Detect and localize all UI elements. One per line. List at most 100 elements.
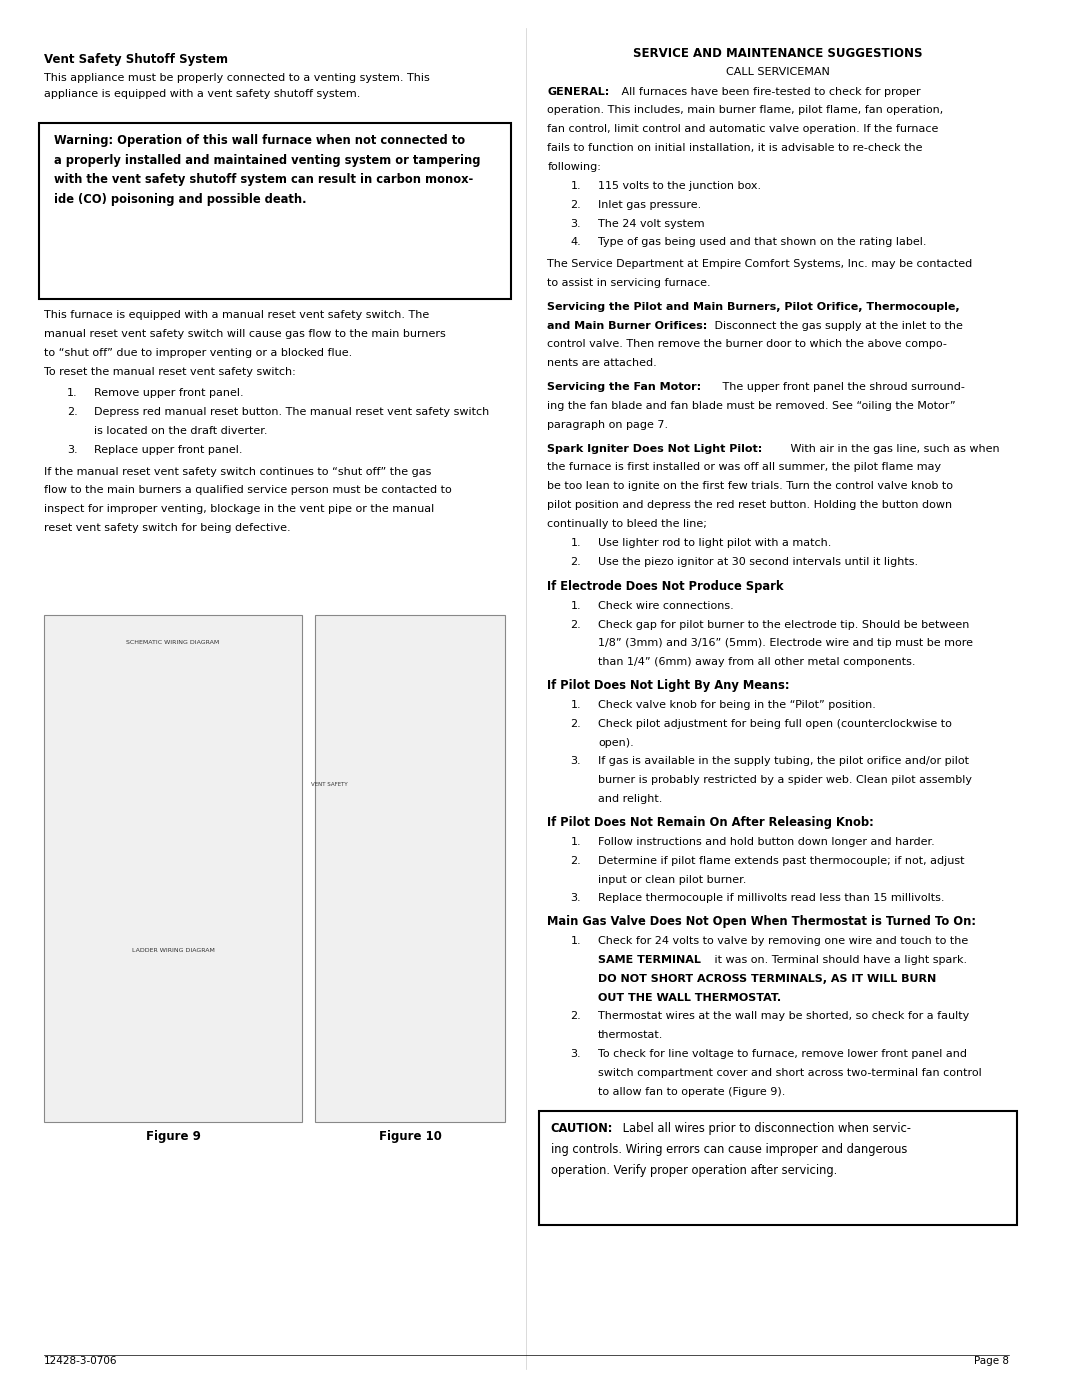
Text: 2.: 2. <box>570 718 581 729</box>
Text: to allow fan to operate (Figure 9).: to allow fan to operate (Figure 9). <box>598 1087 785 1097</box>
Text: is located on the draft diverter.: is located on the draft diverter. <box>94 426 268 436</box>
Text: 2.: 2. <box>570 1011 581 1021</box>
Text: be too lean to ignite on the first few trials. Turn the control valve knob to: be too lean to ignite on the first few t… <box>548 481 954 492</box>
Text: This appliance must be properly connected to a venting system. This: This appliance must be properly connecte… <box>44 73 430 82</box>
Text: If the manual reset vent safety switch continues to “shut off” the gas: If the manual reset vent safety switch c… <box>44 467 431 476</box>
Text: operation. This includes, main burner flame, pilot flame, fan operation,: operation. This includes, main burner fl… <box>548 106 944 116</box>
Text: manual reset vent safety switch will cause gas flow to the main burners: manual reset vent safety switch will cau… <box>44 328 446 339</box>
Text: fails to function on initial installation, it is advisable to re-check the: fails to function on initial installatio… <box>548 142 923 154</box>
Text: To reset the manual reset vent safety switch:: To reset the manual reset vent safety sw… <box>44 366 296 377</box>
Text: 3.: 3. <box>570 1049 581 1059</box>
Text: If gas is available in the supply tubing, the pilot orifice and/or pilot: If gas is available in the supply tubing… <box>598 756 969 767</box>
Text: 2.: 2. <box>570 619 581 630</box>
Text: Disconnect the gas supply at the inlet to the: Disconnect the gas supply at the inlet t… <box>711 320 962 331</box>
Text: LADDER WIRING DIAGRAM: LADDER WIRING DIAGRAM <box>132 949 215 953</box>
Text: Page 8: Page 8 <box>974 1356 1009 1366</box>
Text: 1.: 1. <box>570 538 581 548</box>
Text: Vent Safety Shutoff System: Vent Safety Shutoff System <box>44 53 228 66</box>
Text: it was on. Terminal should have a light spark.: it was on. Terminal should have a light … <box>711 954 967 965</box>
Text: Inlet gas pressure.: Inlet gas pressure. <box>598 200 701 210</box>
Text: 3.: 3. <box>570 218 581 229</box>
Text: 3.: 3. <box>67 444 78 455</box>
Text: Check pilot adjustment for being full open (counterclockwise to: Check pilot adjustment for being full op… <box>598 718 951 729</box>
Text: Check for 24 volts to valve by removing one wire and touch to the: Check for 24 volts to valve by removing … <box>598 936 968 946</box>
Text: flow to the main burners a qualified service person must be contacted to: flow to the main burners a qualified ser… <box>44 485 451 496</box>
Text: to “shut off” due to improper venting or a blocked flue.: to “shut off” due to improper venting or… <box>44 348 352 358</box>
Text: pilot position and depress the red reset button. Holding the button down: pilot position and depress the red reset… <box>548 500 953 510</box>
Text: CAUTION:: CAUTION: <box>551 1122 613 1134</box>
Text: 2.: 2. <box>570 855 581 866</box>
Text: SAME TERMINAL: SAME TERMINAL <box>598 954 701 965</box>
Text: Main Gas Valve Does Not Open When Thermostat is Turned To On:: Main Gas Valve Does Not Open When Thermo… <box>548 915 976 928</box>
FancyBboxPatch shape <box>315 615 505 1122</box>
Text: 1.: 1. <box>570 180 581 191</box>
Text: ide (CO) poisoning and possible death.: ide (CO) poisoning and possible death. <box>54 193 307 205</box>
Text: 2.: 2. <box>570 200 581 210</box>
Text: This furnace is equipped with a manual reset vent safety switch. The: This furnace is equipped with a manual r… <box>44 310 429 320</box>
Text: than 1/4” (6mm) away from all other metal components.: than 1/4” (6mm) away from all other meta… <box>598 657 916 668</box>
Text: The Service Department at Empire Comfort Systems, Inc. may be contacted: The Service Department at Empire Comfort… <box>548 258 973 270</box>
Text: 1.: 1. <box>570 700 581 710</box>
Text: fan control, limit control and automatic valve operation. If the furnace: fan control, limit control and automatic… <box>548 124 939 134</box>
Text: control valve. Then remove the burner door to which the above compo-: control valve. Then remove the burner do… <box>548 339 947 349</box>
Text: 1.: 1. <box>570 936 581 946</box>
Text: inspect for improper venting, blockage in the vent pipe or the manual: inspect for improper venting, blockage i… <box>44 504 434 514</box>
Text: OUT THE WALL THERMOSTAT.: OUT THE WALL THERMOSTAT. <box>598 992 781 1003</box>
Text: the furnace is first installed or was off all summer, the pilot flame may: the furnace is first installed or was of… <box>548 462 942 472</box>
Text: open).: open). <box>598 738 634 747</box>
Text: SCHEMATIC WIRING DIAGRAM: SCHEMATIC WIRING DIAGRAM <box>126 640 219 645</box>
Text: 1.: 1. <box>570 837 581 847</box>
Text: a properly installed and maintained venting system or tampering: a properly installed and maintained vent… <box>54 154 481 166</box>
Text: continually to bleed the line;: continually to bleed the line; <box>548 518 707 529</box>
Text: With air in the gas line, such as when: With air in the gas line, such as when <box>787 443 1000 454</box>
Text: operation. Verify proper operation after servicing.: operation. Verify proper operation after… <box>551 1164 837 1176</box>
Text: Servicing the Fan Motor:: Servicing the Fan Motor: <box>548 381 702 393</box>
Text: 1.: 1. <box>570 601 581 610</box>
Text: 1/8” (3mm) and 3/16” (5mm). Electrode wire and tip must be more: 1/8” (3mm) and 3/16” (5mm). Electrode wi… <box>598 638 973 648</box>
Text: 115 volts to the junction box.: 115 volts to the junction box. <box>598 180 761 191</box>
Text: switch compartment cover and short across two-terminal fan control: switch compartment cover and short acros… <box>598 1067 982 1078</box>
Text: Servicing the Pilot and Main Burners, Pilot Orifice, Thermocouple,: Servicing the Pilot and Main Burners, Pi… <box>548 302 960 312</box>
Text: ing the fan blade and fan blade must be removed. See “oiling the Motor”: ing the fan blade and fan blade must be … <box>548 401 956 411</box>
Text: 4.: 4. <box>570 237 581 247</box>
Text: Use the piezo ignitor at 30 second intervals until it lights.: Use the piezo ignitor at 30 second inter… <box>598 556 918 567</box>
Text: following:: following: <box>548 162 602 172</box>
Text: Replace thermocouple if millivolts read less than 15 millivolts.: Replace thermocouple if millivolts read … <box>598 893 945 904</box>
Text: and Main Burner Orifices:: and Main Burner Orifices: <box>548 320 707 331</box>
Text: The upper front panel the shroud surround-: The upper front panel the shroud surroun… <box>719 381 964 393</box>
FancyBboxPatch shape <box>539 1111 1017 1225</box>
Text: Warning: Operation of this wall furnace when not connected to: Warning: Operation of this wall furnace … <box>54 134 465 147</box>
Text: Depress red manual reset button. The manual reset vent safety switch: Depress red manual reset button. The man… <box>94 408 489 418</box>
Text: If Pilot Does Not Remain On After Releasing Knob:: If Pilot Does Not Remain On After Releas… <box>548 816 874 828</box>
Text: 3.: 3. <box>570 756 581 767</box>
Text: 2.: 2. <box>570 556 581 567</box>
Text: to assist in servicing furnace.: to assist in servicing furnace. <box>548 278 711 288</box>
Text: Determine if pilot flame extends past thermocouple; if not, adjust: Determine if pilot flame extends past th… <box>598 855 964 866</box>
Text: reset vent safety switch for being defective.: reset vent safety switch for being defec… <box>44 522 291 534</box>
Text: Thermostat wires at the wall may be shorted, so check for a faulty: Thermostat wires at the wall may be shor… <box>598 1011 969 1021</box>
Text: If Pilot Does Not Light By Any Means:: If Pilot Does Not Light By Any Means: <box>548 679 789 692</box>
Text: and relight.: and relight. <box>598 793 662 805</box>
Text: 12428-3-0706: 12428-3-0706 <box>44 1356 118 1366</box>
Text: The 24 volt system: The 24 volt system <box>598 218 704 229</box>
Text: Check valve knob for being in the “Pilot” position.: Check valve knob for being in the “Pilot… <box>598 700 876 710</box>
Text: CALL SERVICEMAN: CALL SERVICEMAN <box>726 67 831 77</box>
Text: nents are attached.: nents are attached. <box>548 358 658 369</box>
Text: Follow instructions and hold button down longer and harder.: Follow instructions and hold button down… <box>598 837 934 847</box>
Text: Replace upper front panel.: Replace upper front panel. <box>94 444 243 455</box>
Text: 1.: 1. <box>67 388 78 398</box>
Text: Check gap for pilot burner to the electrode tip. Should be between: Check gap for pilot burner to the electr… <box>598 619 970 630</box>
Text: Use lighter rod to light pilot with a match.: Use lighter rod to light pilot with a ma… <box>598 538 832 548</box>
Text: GENERAL:: GENERAL: <box>548 87 610 96</box>
Text: All furnaces have been fire-tested to check for proper: All furnaces have been fire-tested to ch… <box>618 87 920 96</box>
Text: DO NOT SHORT ACROSS TERMINALS, AS IT WILL BURN: DO NOT SHORT ACROSS TERMINALS, AS IT WIL… <box>598 974 936 983</box>
Text: To check for line voltage to furnace, remove lower front panel and: To check for line voltage to furnace, re… <box>598 1049 967 1059</box>
Text: Figure 10: Figure 10 <box>379 1130 442 1143</box>
Text: Check wire connections.: Check wire connections. <box>598 601 733 610</box>
Text: Label all wires prior to disconnection when servic-: Label all wires prior to disconnection w… <box>619 1122 912 1134</box>
Text: ing controls. Wiring errors can cause improper and dangerous: ing controls. Wiring errors can cause im… <box>551 1143 907 1155</box>
Text: Figure 9: Figure 9 <box>146 1130 201 1143</box>
Text: Remove upper front panel.: Remove upper front panel. <box>94 388 244 398</box>
Text: If Electrode Does Not Produce Spark: If Electrode Does Not Produce Spark <box>548 580 784 592</box>
Text: appliance is equipped with a vent safety shutoff system.: appliance is equipped with a vent safety… <box>44 89 361 99</box>
